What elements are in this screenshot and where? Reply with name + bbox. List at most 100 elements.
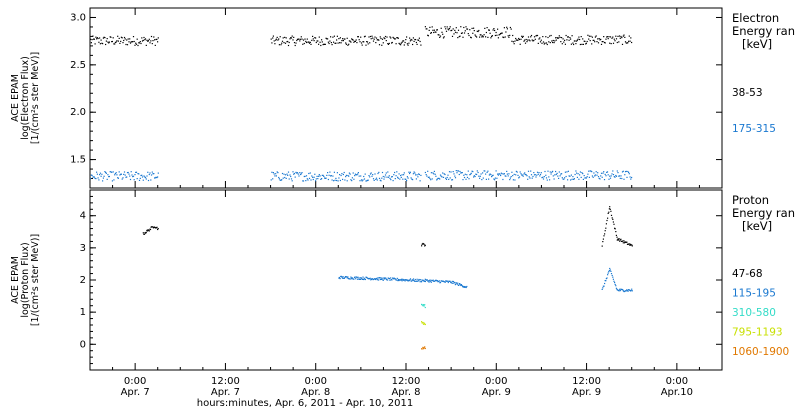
data-point xyxy=(555,170,557,173)
data-point xyxy=(624,174,626,176)
data-point xyxy=(625,290,627,292)
data-point xyxy=(567,179,569,181)
data-point xyxy=(328,42,330,45)
data-point xyxy=(424,278,426,280)
data-point xyxy=(148,230,150,232)
data-point xyxy=(404,178,406,180)
data-point xyxy=(609,267,611,270)
data-point xyxy=(620,238,622,240)
data-point xyxy=(146,175,148,177)
data-point xyxy=(513,173,515,175)
data-point xyxy=(270,38,272,40)
data-point xyxy=(600,43,603,45)
data-point xyxy=(321,174,323,176)
data-point xyxy=(92,35,94,37)
data-point xyxy=(570,179,572,181)
data-point xyxy=(610,270,612,272)
data-point xyxy=(607,274,609,276)
data-point xyxy=(603,36,605,38)
data-point xyxy=(595,171,597,173)
data-point xyxy=(581,172,583,174)
data-point xyxy=(130,41,132,43)
data-point xyxy=(631,245,633,247)
data-point xyxy=(442,176,445,178)
data-point xyxy=(623,178,625,180)
data-point xyxy=(381,44,383,46)
data-point xyxy=(524,172,526,174)
data-point xyxy=(605,227,607,229)
data-point xyxy=(142,179,144,181)
data-point xyxy=(98,179,100,181)
data-point xyxy=(389,279,391,281)
data-point xyxy=(126,39,128,41)
data-point xyxy=(427,34,429,36)
data-point xyxy=(628,35,630,37)
data-point xyxy=(485,31,487,34)
data-point xyxy=(473,176,475,178)
data-point xyxy=(619,37,621,39)
data-point xyxy=(591,43,593,45)
data-point xyxy=(369,35,372,38)
data-point xyxy=(432,279,434,281)
data-point xyxy=(354,40,356,42)
data-point xyxy=(397,177,399,179)
data-point xyxy=(610,175,612,177)
data-point xyxy=(599,178,601,180)
data-point xyxy=(323,43,325,45)
data-point xyxy=(491,176,493,178)
data-point xyxy=(117,35,119,37)
data-point xyxy=(400,174,402,177)
data-point xyxy=(98,41,100,43)
data-point xyxy=(628,243,630,245)
data-point xyxy=(573,43,575,46)
data-point xyxy=(623,242,626,244)
data-point xyxy=(623,240,625,242)
data-point xyxy=(572,42,574,44)
data-point xyxy=(623,34,625,36)
data-point xyxy=(429,281,431,283)
data-point xyxy=(329,40,331,42)
data-point xyxy=(491,35,493,37)
data-point xyxy=(533,174,536,176)
data-point xyxy=(123,36,126,39)
data-point xyxy=(463,26,465,29)
data-point xyxy=(358,278,360,280)
data-point xyxy=(375,278,377,281)
data-point xyxy=(145,178,147,180)
data-point xyxy=(521,36,524,38)
data-point xyxy=(580,36,582,38)
data-point xyxy=(353,41,355,43)
data-point xyxy=(608,36,610,38)
data-point xyxy=(474,175,476,178)
data-point xyxy=(499,33,501,35)
data-point xyxy=(100,175,102,177)
data-point xyxy=(522,35,524,37)
data-point xyxy=(359,41,361,43)
data-point xyxy=(564,39,566,41)
data-point xyxy=(347,174,349,177)
data-point xyxy=(337,180,339,182)
data-point xyxy=(591,36,593,38)
data-point xyxy=(95,178,97,180)
data-point xyxy=(518,177,520,179)
data-point xyxy=(613,280,615,282)
data-point xyxy=(615,287,617,289)
data-point xyxy=(129,178,132,181)
data-point xyxy=(315,41,317,44)
data-point xyxy=(579,38,581,41)
data-point xyxy=(372,178,375,180)
proton-flux-panel: 0 1 2 3 4 ACE EPAM log(Proton Flux) [1/(cm²s st… xyxy=(10,189,795,371)
data-point xyxy=(433,31,435,34)
data-point xyxy=(471,170,473,172)
data-point xyxy=(476,170,478,172)
data-point xyxy=(391,279,393,281)
data-point xyxy=(277,172,279,174)
data-point xyxy=(149,228,152,231)
data-point xyxy=(284,174,287,176)
data-point xyxy=(557,37,559,39)
data-point xyxy=(451,29,453,31)
data-point xyxy=(626,42,628,44)
data-point xyxy=(409,40,411,42)
data-point xyxy=(553,42,555,44)
data-point xyxy=(470,172,472,174)
